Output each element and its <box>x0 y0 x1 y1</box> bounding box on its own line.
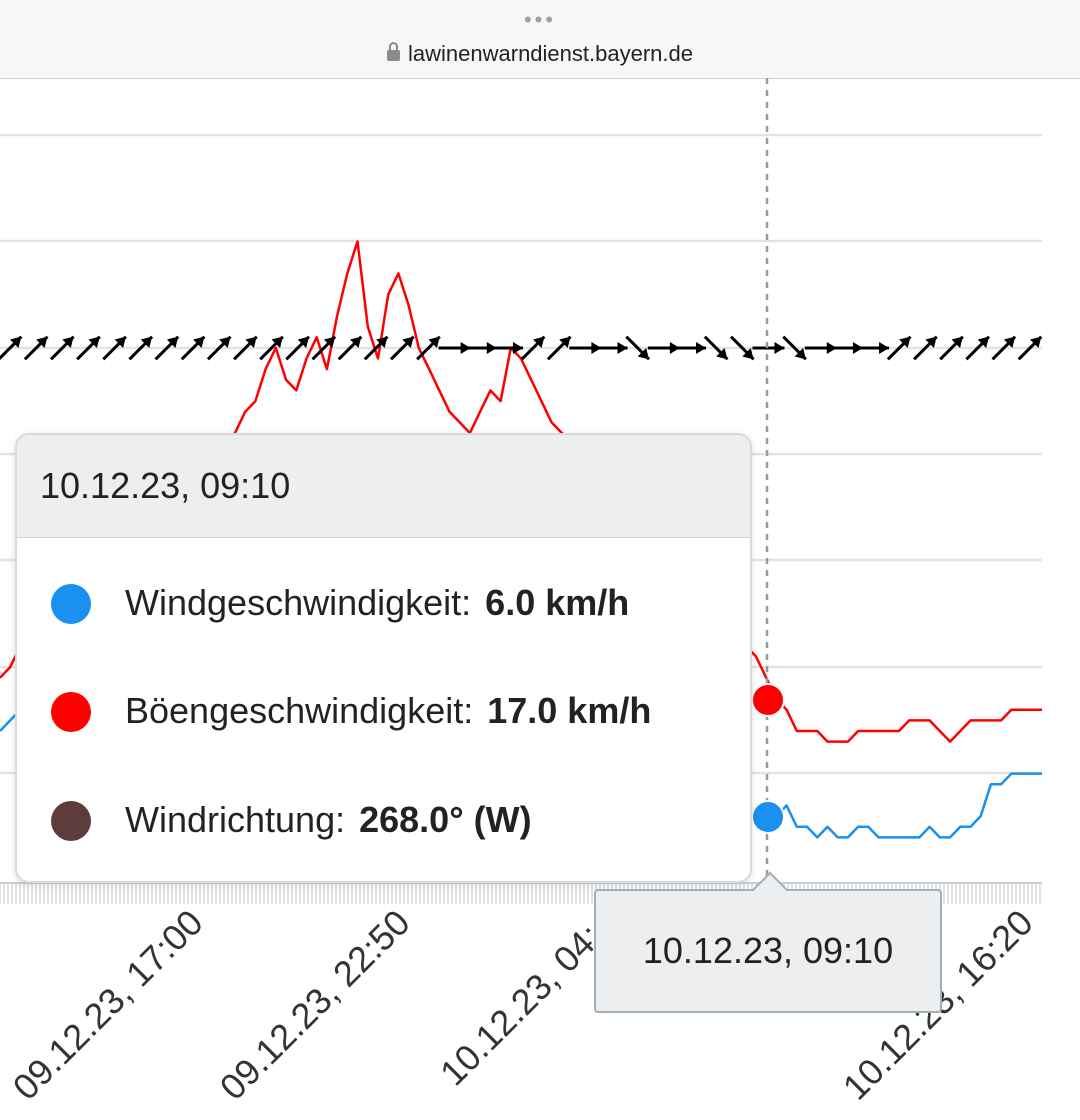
wind-arrow-16 <box>416 335 441 361</box>
wind-arrow-15 <box>389 335 415 361</box>
x-tick-label-1: 09.12.23, 22:50 <box>212 902 418 1108</box>
wind-arrow-27 <box>703 335 729 361</box>
wind-arrow-28 <box>729 335 755 361</box>
wind-arrow-29 <box>752 342 785 354</box>
wind-direction-value: 268.0° (W) <box>359 799 532 840</box>
wind-arrow-11 <box>285 335 311 361</box>
data-tooltip: 10.12.23, 09:10 Windgeschwindigkeit: 6.0 … <box>15 433 752 883</box>
wind-arrow-13 <box>337 335 363 361</box>
wind-arrow-7 <box>180 335 206 361</box>
browser-address-bar: ••• lawinenwarndienst.bayern.de <box>0 0 1080 79</box>
wind-arrow-6 <box>154 335 180 361</box>
wind-arrow-9 <box>233 335 258 361</box>
wind-arrow-12 <box>311 335 337 361</box>
gust-hover-marker <box>751 683 785 717</box>
wind-arrow-10 <box>259 335 284 361</box>
wind-arrow-37 <box>965 335 991 361</box>
wind-arrow-3 <box>76 335 101 361</box>
wind-speed-value: 6.0 km/h <box>485 582 630 623</box>
wind-arrow-38 <box>991 335 1017 361</box>
wind-speed-label: Windgeschwindigkeit: <box>125 582 472 623</box>
wind-arrow-30 <box>782 335 807 361</box>
wind-arrow-4 <box>102 335 127 361</box>
wind-arrow-24 <box>625 335 651 361</box>
wind-arrow-14 <box>363 335 389 361</box>
wind-hover-marker <box>751 800 785 834</box>
menu-dots-icon[interactable]: ••• <box>523 7 557 32</box>
wind-arrow-5 <box>128 335 154 361</box>
wind-speed-dot-icon <box>51 584 91 624</box>
wind-arrow-39 <box>1017 335 1043 361</box>
wind-arrow-0 <box>0 335 23 361</box>
url-text: lawinenwarndienst.bayern.de <box>408 41 693 66</box>
wind-direction-label: Windrichtung: <box>125 799 346 840</box>
wind-arrow-35 <box>913 335 938 361</box>
gust-speed-dot-icon <box>51 692 91 732</box>
wind-arrow-8 <box>206 335 232 361</box>
tooltip-date: 10.12.23, 09:10 <box>17 435 750 538</box>
wind-arrow-34 <box>886 335 912 361</box>
wind-arrow-21 <box>546 335 572 361</box>
hover-markers <box>751 683 785 834</box>
gust-speed-value: 17.0 km/h <box>487 690 652 731</box>
wind-arrow-36 <box>939 335 964 361</box>
wind-arrow-1 <box>23 335 49 361</box>
gust-speed-label: Böengeschwindigkeit: <box>125 690 474 731</box>
wind-arrow-23 <box>595 342 628 354</box>
wind-arrow-2 <box>49 335 75 361</box>
wind-direction-dot-icon <box>51 801 91 841</box>
wind-arrow-33 <box>857 342 890 354</box>
x-tick-label-0: 09.12.23, 17:00 <box>5 902 211 1108</box>
x-tooltip-label: 10.12.23, 09:10 <box>642 930 894 971</box>
lock-icon <box>387 42 401 61</box>
x-axis-tooltip: 10.12.23, 09:10 <box>594 871 942 1013</box>
wind-arrow-20 <box>520 335 546 361</box>
url-display[interactable]: lawinenwarndienst.bayern.de <box>0 40 1080 68</box>
wind-arrow-19 <box>490 342 523 354</box>
wind-arrow-26 <box>674 342 706 354</box>
wind-direction-arrows <box>0 335 1043 361</box>
